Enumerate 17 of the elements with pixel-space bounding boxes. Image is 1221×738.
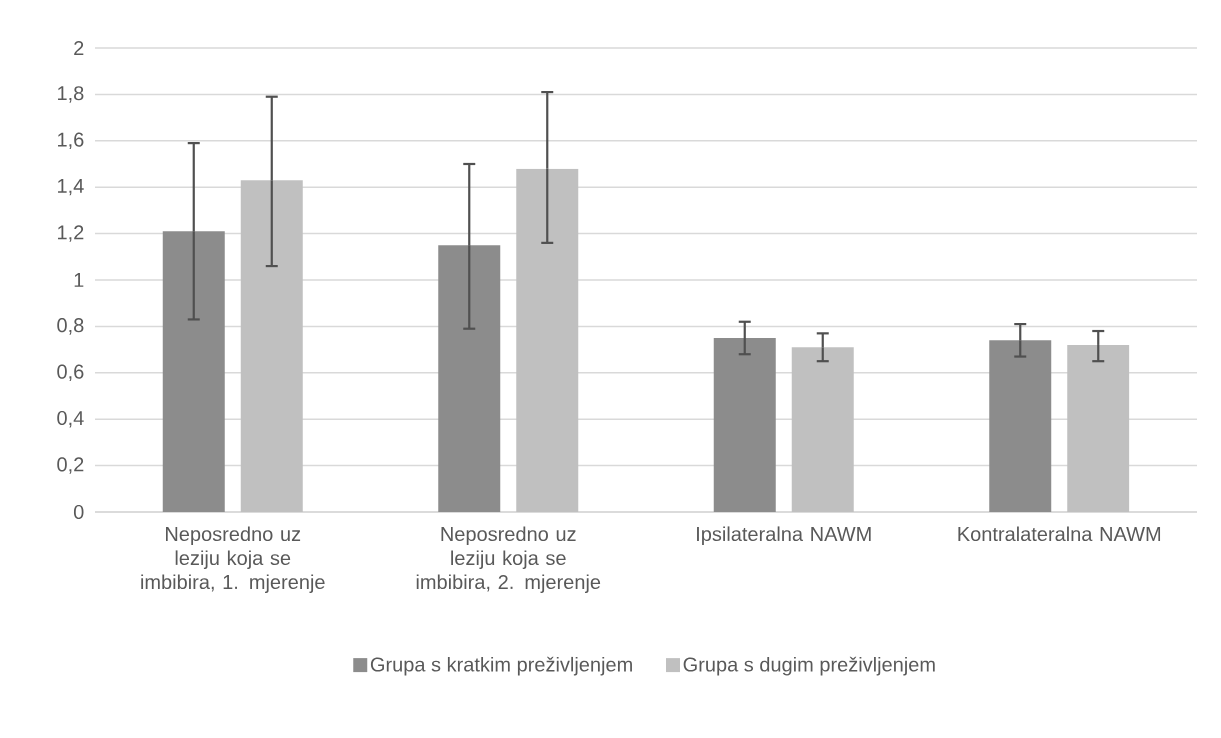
y-tick-label: 0,8 (57, 318, 84, 335)
y-tick-label: 0,6 (57, 364, 84, 382)
y-tick-label: 1,2 (58, 225, 84, 242)
y-tick-label: 0,4 (57, 410, 84, 428)
y-tick-label: 0,2 (57, 457, 84, 474)
x-tick-label: Ipsilateralna NAWM (697, 526, 871, 546)
x-tick-label: Kontralateralna NAWM (958, 526, 1161, 542)
y-tick-label: 0 (73, 504, 84, 520)
x-tick-label: Neposredno uz leziju koja se imbibira, 2. mjerenje (416, 526, 601, 594)
legend-label: Grupa s kratkim preživljenjem (370, 656, 632, 676)
y-tick-label: 2 (74, 41, 84, 55)
x-tick-label: Neposredno uz leziju koja se imbibira, 1. mjerenje (141, 526, 325, 594)
y-tick-label: 1,6 (58, 132, 84, 150)
y-tick-label: 1,8 (58, 86, 84, 103)
y-tick-label: 1,4 (58, 179, 84, 196)
y-tick-label: 1 (74, 273, 84, 287)
legend-label: Grupa s dugim preživljenjem (683, 656, 935, 676)
